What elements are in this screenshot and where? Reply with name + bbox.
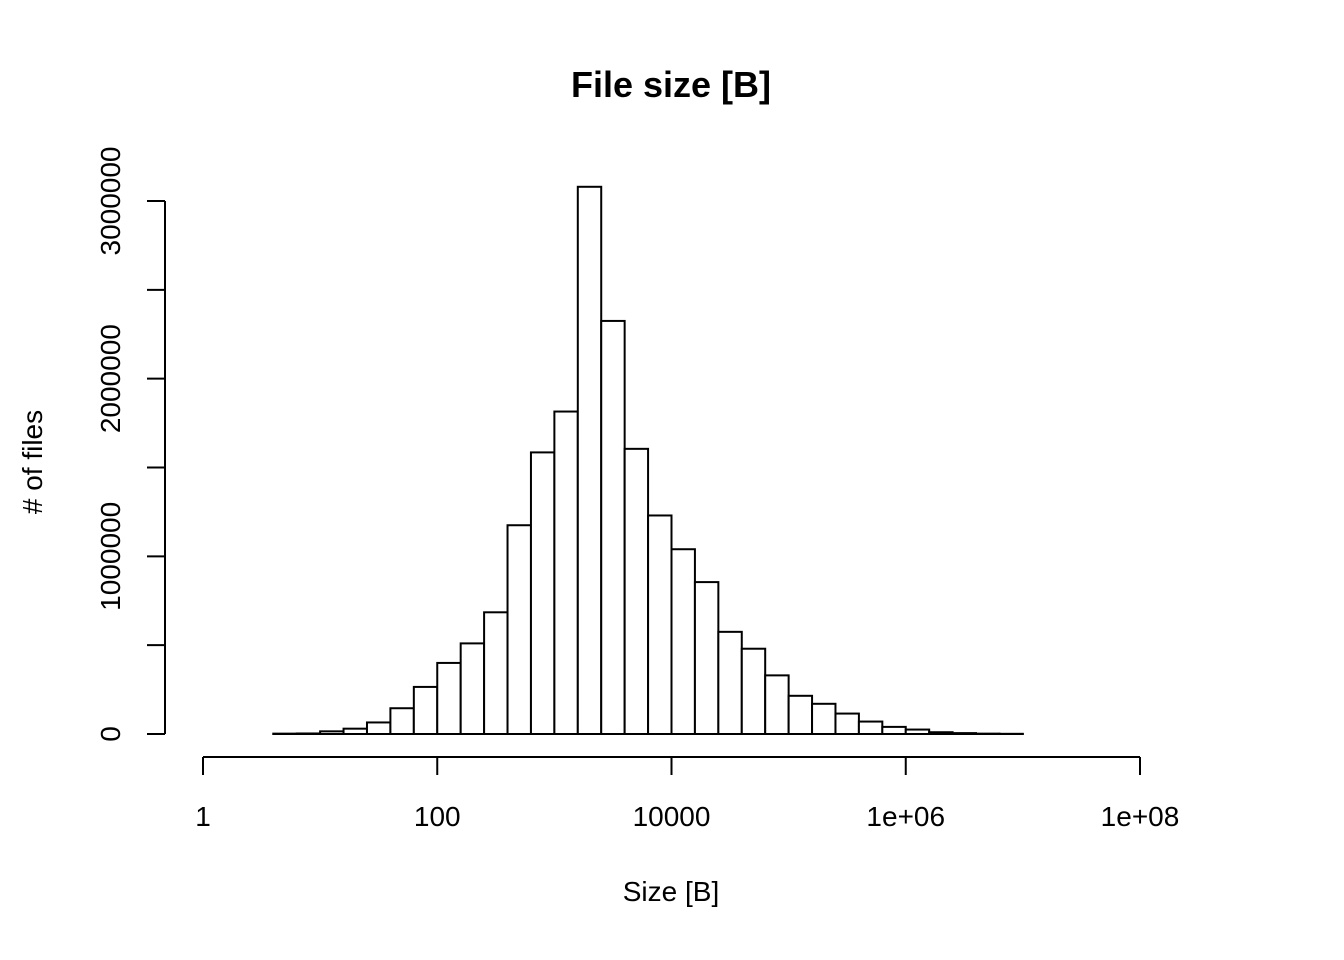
histogram-bar <box>319 730 345 736</box>
x-tick-label: 1 <box>195 801 211 832</box>
histogram-bar <box>811 702 837 735</box>
histogram-bar <box>881 725 907 736</box>
histogram-bar <box>834 712 860 736</box>
histogram-bar <box>647 514 673 735</box>
histogram-bar <box>342 727 368 735</box>
histogram-bar <box>553 410 579 735</box>
histogram-bar <box>857 720 884 735</box>
histogram-bar <box>295 732 322 735</box>
y-tick-label: 0 <box>95 726 126 742</box>
histogram-bar <box>459 642 486 736</box>
histogram-bar <box>412 685 439 735</box>
x-axis-label: Size [B] <box>623 876 719 907</box>
chart-title: File size [B] <box>571 64 771 105</box>
histogram-bar <box>951 732 978 735</box>
y-tick-label: 2000000 <box>95 324 126 433</box>
histogram-bar <box>600 319 626 735</box>
histogram-bar <box>928 731 954 735</box>
y-axis-label: # of files <box>17 410 48 514</box>
histogram-bar <box>693 581 720 735</box>
x-axis-ticks: 1 100 10000 1e+06 1e+08 <box>195 757 1179 832</box>
histogram-bar <box>483 611 509 735</box>
x-tick-label: 10000 <box>633 801 711 832</box>
histogram-bar <box>529 451 556 735</box>
y-axis-ticks: 0 1000000 2000000 3000000 <box>95 146 165 742</box>
histogram-bars <box>272 185 1024 736</box>
histogram-bar <box>389 707 415 735</box>
histogram-bar <box>670 548 696 735</box>
histogram-bar <box>764 674 790 735</box>
histogram-bar <box>717 630 743 736</box>
histogram-bar <box>506 524 532 735</box>
histogram-bar <box>740 647 767 735</box>
histogram-bar <box>787 694 814 735</box>
x-tick-label: 100 <box>414 801 461 832</box>
y-tick-label: 3000000 <box>95 146 126 255</box>
x-tick-label: 1e+06 <box>866 801 945 832</box>
histogram-bar <box>365 721 392 736</box>
histogram-bar <box>576 185 603 736</box>
x-tick-label: 1e+08 <box>1101 801 1180 832</box>
y-tick-label: 1000000 <box>95 502 126 611</box>
histogram-bar <box>623 447 650 735</box>
histogram-bar <box>904 728 931 735</box>
histogram-bar <box>436 661 462 735</box>
